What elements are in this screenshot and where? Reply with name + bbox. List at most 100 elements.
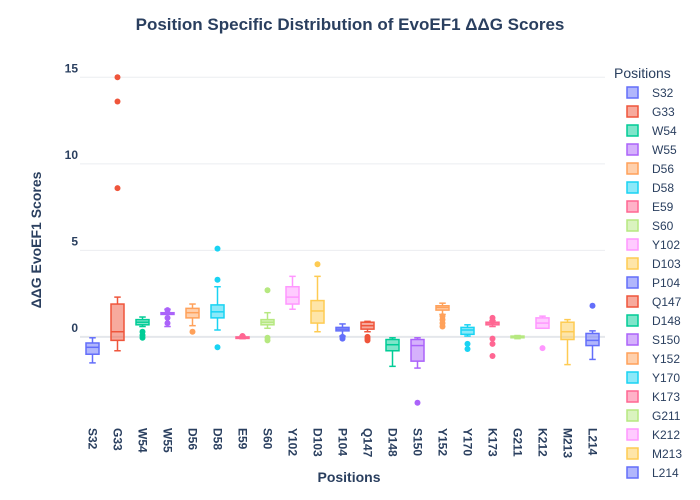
legend-swatch (626, 238, 639, 251)
legend-label: Y170 (652, 371, 680, 385)
box-d56 (185, 303, 200, 335)
box-y152 (435, 302, 450, 330)
outlier-point (439, 323, 446, 330)
x-tick-label-s60: S60 (261, 428, 275, 450)
plot-area (80, 74, 605, 406)
legend-label: D56 (652, 162, 674, 176)
x-tick-label-s150: S150 (411, 428, 425, 456)
y-tick-label: 10 (65, 148, 79, 162)
box-iqr (460, 326, 475, 336)
box-l214 (585, 302, 600, 361)
legend-item-l214: L214 (626, 466, 679, 480)
legend-item-g211: G211 (626, 409, 681, 423)
outlier-point (339, 335, 346, 342)
outlier-point (464, 340, 471, 347)
legend-label: E59 (652, 200, 674, 214)
box-p104 (335, 323, 350, 342)
legend-item-g33: G33 (626, 105, 675, 119)
box-k173 (485, 314, 500, 359)
legend-swatch (626, 143, 639, 156)
legend-item-k173: K173 (626, 390, 680, 404)
y-tick-label: 15 (65, 61, 79, 75)
box-s32 (85, 337, 100, 364)
box-d148 (385, 337, 400, 368)
outlier-point (489, 352, 496, 359)
legend-label: L214 (652, 466, 679, 480)
outlier-point (239, 333, 246, 340)
legend-swatch (626, 181, 639, 194)
legend-label: P104 (652, 276, 680, 290)
legend-item-d58: D58 (626, 181, 674, 195)
legend-label: Q147 (652, 295, 682, 309)
box-iqr (310, 299, 325, 324)
legend-swatch (626, 200, 639, 213)
outlier-point (489, 318, 496, 325)
x-tick-label-d148: D148 (386, 428, 400, 457)
x-tick-label-l214: L214 (586, 428, 600, 456)
outlier-point (364, 337, 371, 344)
x-axis: S32 G33 W54 W55 D56 D58 E59 S60 Y102 D103 P104 Q147… (86, 428, 600, 458)
legend-label: D103 (652, 257, 681, 271)
legend-swatch (626, 333, 639, 346)
outlier-point (214, 276, 221, 283)
outlier-point (189, 328, 196, 335)
box-iqr (110, 303, 125, 342)
x-tick-label-s32: S32 (86, 428, 100, 450)
y-axis-title: ΔΔG EvoEF1 Scores (28, 171, 44, 308)
legend-label: Y102 (652, 238, 680, 252)
legend: Positions S32 G33 W54 W55 D56 D58 E59 S60 Y102 D1… (614, 65, 682, 480)
legend-swatch (626, 162, 639, 175)
legend-label: G211 (652, 409, 681, 423)
legend-label: S150 (652, 333, 680, 347)
legend-swatch (626, 295, 639, 308)
legend-swatch (626, 390, 639, 403)
legend-item-e59: E59 (626, 200, 674, 214)
legend-swatch (626, 428, 639, 441)
legend-swatch (626, 86, 639, 99)
legend-swatch (626, 371, 639, 384)
box-e59 (235, 333, 250, 340)
outlier-point (539, 345, 546, 352)
box-iqr (560, 321, 575, 341)
box-m213 (560, 318, 575, 366)
x-tick-label-m213: M213 (561, 428, 575, 458)
legend-item-q147: Q147 (626, 295, 682, 309)
outlier-point (164, 314, 171, 321)
legend-label: S32 (652, 86, 674, 100)
y-tick-label: 5 (71, 234, 78, 248)
outlier-point (414, 399, 421, 406)
legend-swatch (626, 466, 639, 479)
chart-title: Position Specific Distribution of EvoEF1… (136, 15, 565, 34)
box-w55 (160, 307, 175, 328)
legend-swatch (626, 314, 639, 327)
outlier-point (489, 335, 496, 342)
legend-item-w54: W54 (626, 124, 677, 138)
x-tick-label-w55: W55 (161, 428, 175, 453)
legend-swatch (626, 105, 639, 118)
legend-label: K212 (652, 428, 680, 442)
legend-item-p104: P104 (626, 276, 680, 290)
box-iqr (85, 342, 100, 355)
outlier-point (114, 74, 121, 81)
legend-item-w55: W55 (626, 143, 677, 157)
legend-item-y152: Y152 (626, 352, 680, 366)
x-axis-title: Positions (317, 469, 380, 485)
x-tick-label-d103: D103 (311, 428, 325, 457)
x-tick-label-k212: K212 (536, 428, 550, 457)
outlier-point (164, 320, 171, 327)
x-tick-label-d58: D58 (211, 428, 225, 450)
box-iqr (410, 338, 425, 362)
legend-item-y170: Y170 (626, 371, 680, 385)
outlier-point (489, 340, 496, 347)
legend-swatch (626, 257, 639, 270)
x-tick-label-y170: Y170 (461, 428, 475, 456)
legend-label: M213 (652, 447, 682, 461)
legend-label: D58 (652, 181, 674, 195)
box-s150 (410, 337, 425, 406)
outlier-point (589, 302, 596, 309)
legend-swatch (626, 219, 639, 232)
outlier-point (114, 185, 121, 192)
x-tick-label-k173: K173 (486, 428, 500, 457)
legend-item-k212: K212 (626, 428, 680, 442)
